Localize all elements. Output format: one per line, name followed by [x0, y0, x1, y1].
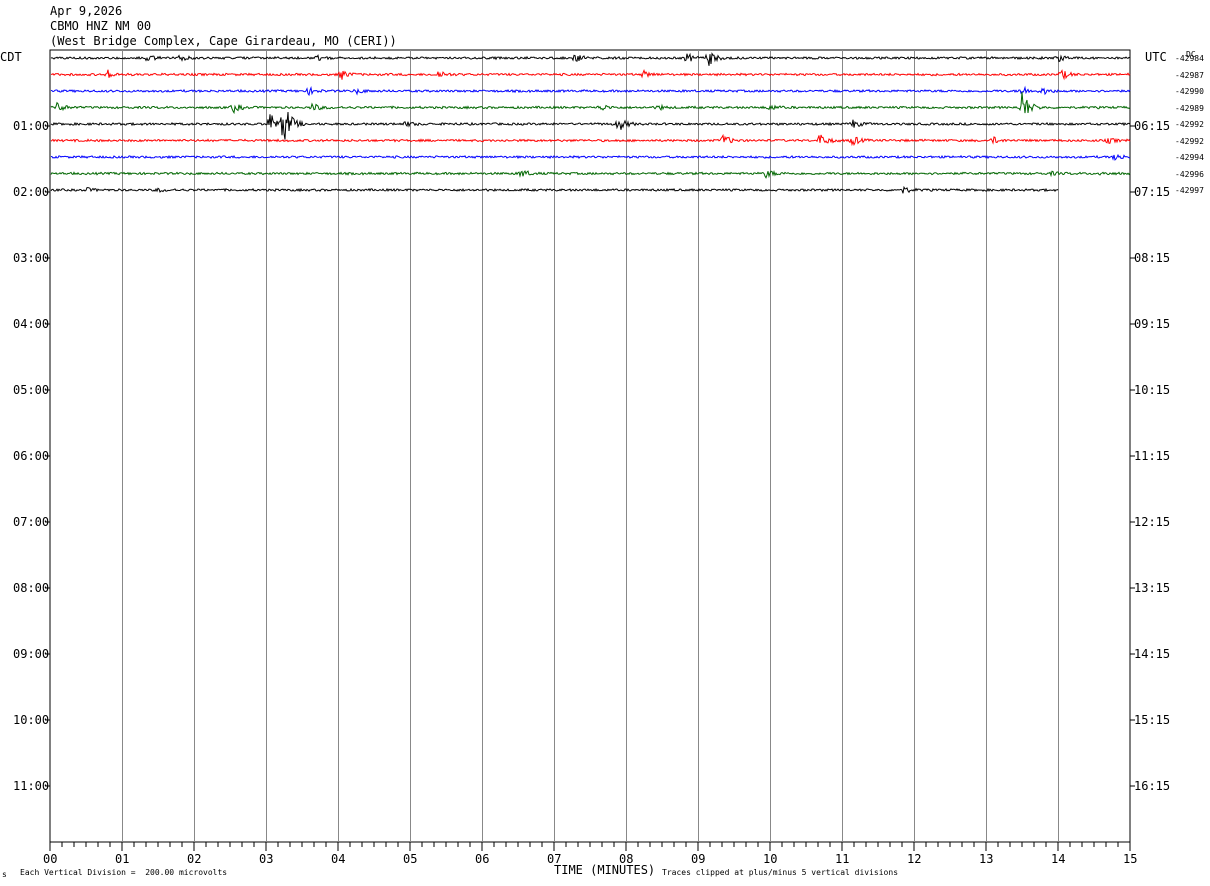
- left-hour-label: 11:00: [13, 779, 50, 793]
- x-tick-label: 00: [43, 852, 58, 866]
- clip-note: Traces clipped at plus/minus 5 vertical …: [662, 868, 899, 877]
- dc-value-label: -42990: [1175, 87, 1204, 96]
- dc-value-label: -42987: [1175, 70, 1204, 80]
- location-label: (West Bridge Complex, Cape Girardeau, MO…: [50, 34, 397, 48]
- left-hour-label: 10:00: [13, 713, 50, 727]
- x-tick-label: 06: [475, 852, 490, 866]
- x-tick-label: 04: [331, 852, 346, 866]
- dc-value-label: -42997: [1175, 186, 1204, 195]
- plot-frame: [49, 49, 1131, 843]
- dc-label: DC: [1186, 50, 1196, 59]
- x-tick-label: 08: [619, 852, 634, 866]
- x-tick-label: 10: [763, 852, 778, 866]
- left-timezone-label: CDT: [0, 50, 22, 64]
- x-tick-label: 07: [547, 852, 562, 866]
- trace-line-6: [50, 133, 1131, 147]
- division-note: Each Vertical Division = 200.00 microvol…: [20, 868, 228, 877]
- right-timezone-label: UTC: [1145, 50, 1167, 64]
- left-hour-label: 03:00: [13, 251, 50, 265]
- left-hour-label: 04:00: [13, 317, 50, 331]
- dc-value-label: -42996: [1175, 169, 1204, 179]
- dc-value-label: -42992: [1175, 120, 1204, 129]
- left-hour-label: 06:00: [13, 449, 50, 463]
- x-tick-label: 09: [691, 852, 706, 866]
- date-label: Apr 9,2026: [50, 4, 123, 18]
- station-label: CBMO HNZ NM 00: [50, 19, 152, 33]
- x-tick-label: 14: [1051, 852, 1066, 866]
- right-hour-label: 07:15: [1134, 185, 1171, 199]
- right-hour-label: 09:15: [1134, 317, 1171, 331]
- trace-line-4: [50, 91, 1131, 115]
- left-hour-label: 05:00: [13, 383, 50, 397]
- right-hour-label: 16:15: [1134, 779, 1171, 793]
- right-hour-label: 11:15: [1134, 449, 1171, 463]
- dc-value-label: -42984: [1175, 54, 1204, 63]
- right-hour-label: 08:15: [1134, 251, 1171, 265]
- right-hour-label: 10:15: [1134, 383, 1171, 397]
- x-tick-label: 01: [115, 852, 130, 866]
- x-tick-label: 05: [403, 852, 418, 866]
- trace-line-8: [50, 170, 1131, 179]
- left-hour-label: 09:00: [13, 647, 50, 661]
- corner-mark: s: [2, 870, 7, 879]
- left-hour-label: 07:00: [13, 515, 50, 529]
- right-hour-label: 13:15: [1134, 581, 1171, 595]
- x-tick-label: 13: [979, 852, 994, 866]
- dc-value-label: -42992: [1175, 136, 1204, 146]
- dc-value-label: -42994: [1175, 153, 1204, 162]
- left-hour-label: 08:00: [13, 581, 50, 595]
- trace-line-3: [50, 85, 1131, 97]
- trace-line-7: [50, 153, 1131, 161]
- left-hour-label: 02:00: [13, 185, 50, 199]
- left-hour-label: 01:00: [13, 119, 50, 133]
- x-tick-label: 11: [835, 852, 850, 866]
- trace-line-9: [50, 185, 1059, 194]
- right-hour-label: 06:15: [1134, 119, 1171, 133]
- trace-line-5: [50, 111, 1131, 140]
- x-tick-label: 03: [259, 852, 274, 866]
- x-tick-label: 15: [1123, 852, 1138, 866]
- right-hour-label: 15:15: [1134, 713, 1171, 727]
- trace-line-2: [50, 69, 1131, 81]
- trace-line-1: [50, 52, 1131, 66]
- dc-value-label: -42989: [1175, 103, 1204, 113]
- x-axis-title: TIME (MINUTES): [554, 863, 656, 877]
- right-hour-label: 12:15: [1134, 515, 1171, 529]
- x-tick-label: 12: [907, 852, 922, 866]
- x-tick-label: 02: [187, 852, 202, 866]
- right-hour-label: 14:15: [1134, 647, 1171, 661]
